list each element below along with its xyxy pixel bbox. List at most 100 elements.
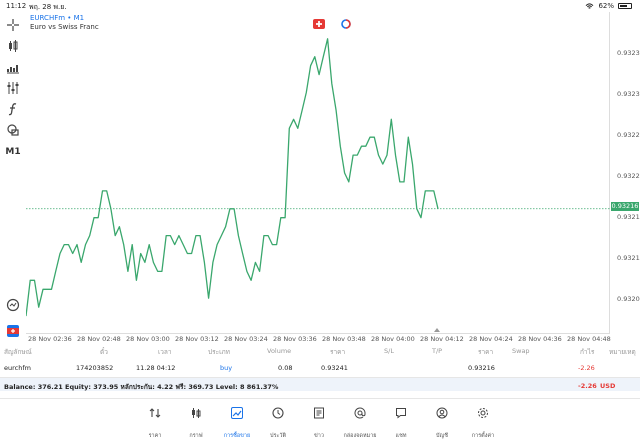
swiss-flag-icon <box>313 19 325 29</box>
time-label: 28 Nov 02:36 <box>28 335 72 343</box>
nav-settings[interactable]: การตั้งค่า <box>463 407 503 441</box>
time-label: 28 Nov 04:24 <box>469 335 513 343</box>
objects-icon[interactable] <box>3 121 23 139</box>
time-axis: 28 Nov 02:36 28 Nov 02:48 28 Nov 03:00 2… <box>26 334 611 344</box>
column-header: ตั๋ว <box>100 348 108 356</box>
column-header: ประเภท <box>208 348 230 356</box>
time-label: 28 Nov 03:00 <box>126 335 170 343</box>
battery-icon <box>618 3 632 9</box>
row-time: 11.28 04:12 <box>136 364 176 372</box>
column-header: หมายเหตุ <box>609 348 636 356</box>
nav-label: กล่องจดหมาย <box>343 433 377 439</box>
candlestick-icon <box>192 408 201 418</box>
nav-label: ราคา <box>148 433 162 439</box>
time-label: 28 Nov 04:00 <box>371 335 415 343</box>
time-marker-icon <box>434 328 440 332</box>
time-label: 28 Nov 03:48 <box>322 335 366 343</box>
volume-bars-icon[interactable] <box>3 58 23 76</box>
nav-label: ประวัติ <box>269 433 287 439</box>
column-header: ราคา <box>330 348 346 356</box>
column-header: T/P <box>432 347 443 355</box>
chart-description: Euro vs Swiss Franc <box>30 23 99 31</box>
time-label: 28 Nov 03:36 <box>273 335 317 343</box>
nav-news[interactable]: ข่าว <box>299 407 339 441</box>
row-symbol: eurchfm <box>4 364 31 372</box>
nav-chart[interactable]: กราฟ <box>176 407 216 441</box>
balance-pl: -2.26 <box>578 382 597 390</box>
balance-currency: USD <box>600 382 616 390</box>
chart-symbol[interactable]: EURCHFm • M1 <box>30 14 85 22</box>
nav-label: กราฟ <box>189 433 203 439</box>
time-label: 28 Nov 03:12 <box>175 335 219 343</box>
price-label: 0.93205 <box>617 295 640 303</box>
time-label: 28 Nov 04:48 <box>567 335 611 343</box>
currency-flags <box>313 19 352 29</box>
nav-history[interactable]: ประวัติ <box>258 407 298 441</box>
zoom-icon[interactable] <box>3 296 23 314</box>
trade-chart-icon <box>231 407 243 419</box>
chart-header: EURCHFm • M1 Euro vs Swiss Franc <box>30 14 99 32</box>
function-icon[interactable] <box>3 100 23 118</box>
chart-toolbar: M1 <box>0 12 26 342</box>
time-label: 28 Nov 02:48 <box>77 335 121 343</box>
current-price-label: 0.93216 <box>611 202 639 211</box>
price-label: 0.93225 <box>617 131 640 139</box>
row-volume: 0.08 <box>278 364 293 372</box>
time-label: 28 Nov 03:24 <box>224 335 268 343</box>
price-series-line <box>25 38 439 317</box>
bottom-nav: ราคา กราฟ การซื้อขาย ประวัติ ข่าว กล่องจ… <box>0 398 640 447</box>
crosshair-icon[interactable] <box>3 16 23 34</box>
news-icon <box>314 407 324 419</box>
nav-label: บัญชี <box>436 433 448 439</box>
time-label: 28 Nov 04:12 <box>420 335 464 343</box>
battery-percent: 62% <box>598 2 614 10</box>
nav-label: การตั้งค่า <box>471 433 495 439</box>
column-header: Volume <box>267 347 292 355</box>
chart-area[interactable] <box>25 12 610 334</box>
account-icon <box>436 407 448 419</box>
positions-table-header: สัญลักษณ์ ตั๋ว เวลา ประเภท Volume ราคา S… <box>0 347 640 359</box>
at-mail-icon <box>354 407 366 419</box>
history-clock-icon <box>272 407 284 419</box>
price-label: 0.93215 <box>617 213 640 221</box>
row-type: buy <box>220 364 233 372</box>
column-header: ราคา <box>478 348 494 356</box>
nav-trade[interactable]: การซื้อขาย <box>217 407 257 441</box>
wifi-icon <box>586 2 594 9</box>
indicators-icon[interactable] <box>3 79 23 97</box>
time-label: 28 Nov 04:36 <box>518 335 562 343</box>
column-header: สัญลักษณ์ <box>4 348 32 356</box>
timeframe-button[interactable]: M1 <box>5 147 21 157</box>
column-header: กำไร <box>580 348 595 356</box>
row-open-price: 0.93241 <box>321 364 348 372</box>
status-bar: 11:12 พฤ. 28 พ.ย. 62% <box>0 0 640 12</box>
arrows-updown-icon <box>149 408 161 418</box>
euro-swiss-icon <box>340 19 352 29</box>
nav-chat[interactable]: แชท <box>381 407 421 441</box>
status-date: พฤ. 28 พ.ย. <box>29 3 67 11</box>
candlestick-icon[interactable] <box>3 37 23 55</box>
balance-bar: Balance: 376.21 Equity: 373.95 หลักประกั… <box>0 377 640 391</box>
gear-icon <box>478 408 488 418</box>
nav-mailbox[interactable]: กล่องจดหมาย <box>340 407 380 441</box>
balance-text: Balance: 376.21 Equity: 373.95 หลักประกั… <box>4 383 279 391</box>
column-header: S/L <box>384 347 394 355</box>
row-ticket: 174203852 <box>76 364 114 372</box>
chat-icon <box>396 408 406 419</box>
flag-icon[interactable] <box>3 322 23 340</box>
status-time: 11:12 <box>6 2 27 10</box>
row-profit: -2.26 <box>578 364 595 372</box>
nav-account[interactable]: บัญชี <box>422 407 462 441</box>
nav-quotes[interactable]: ราคา <box>135 407 175 441</box>
nav-label: แชท <box>395 433 407 439</box>
nav-label: การซื้อขาย <box>223 433 251 439</box>
column-header: Swap <box>512 347 530 355</box>
row-current-price: 0.93216 <box>468 364 495 372</box>
table-row[interactable]: eurchfm 174203852 11.28 04:12 buy 0.08 0… <box>0 364 640 376</box>
price-label: 0.93235 <box>617 49 640 57</box>
status-right: 62% <box>585 2 632 10</box>
